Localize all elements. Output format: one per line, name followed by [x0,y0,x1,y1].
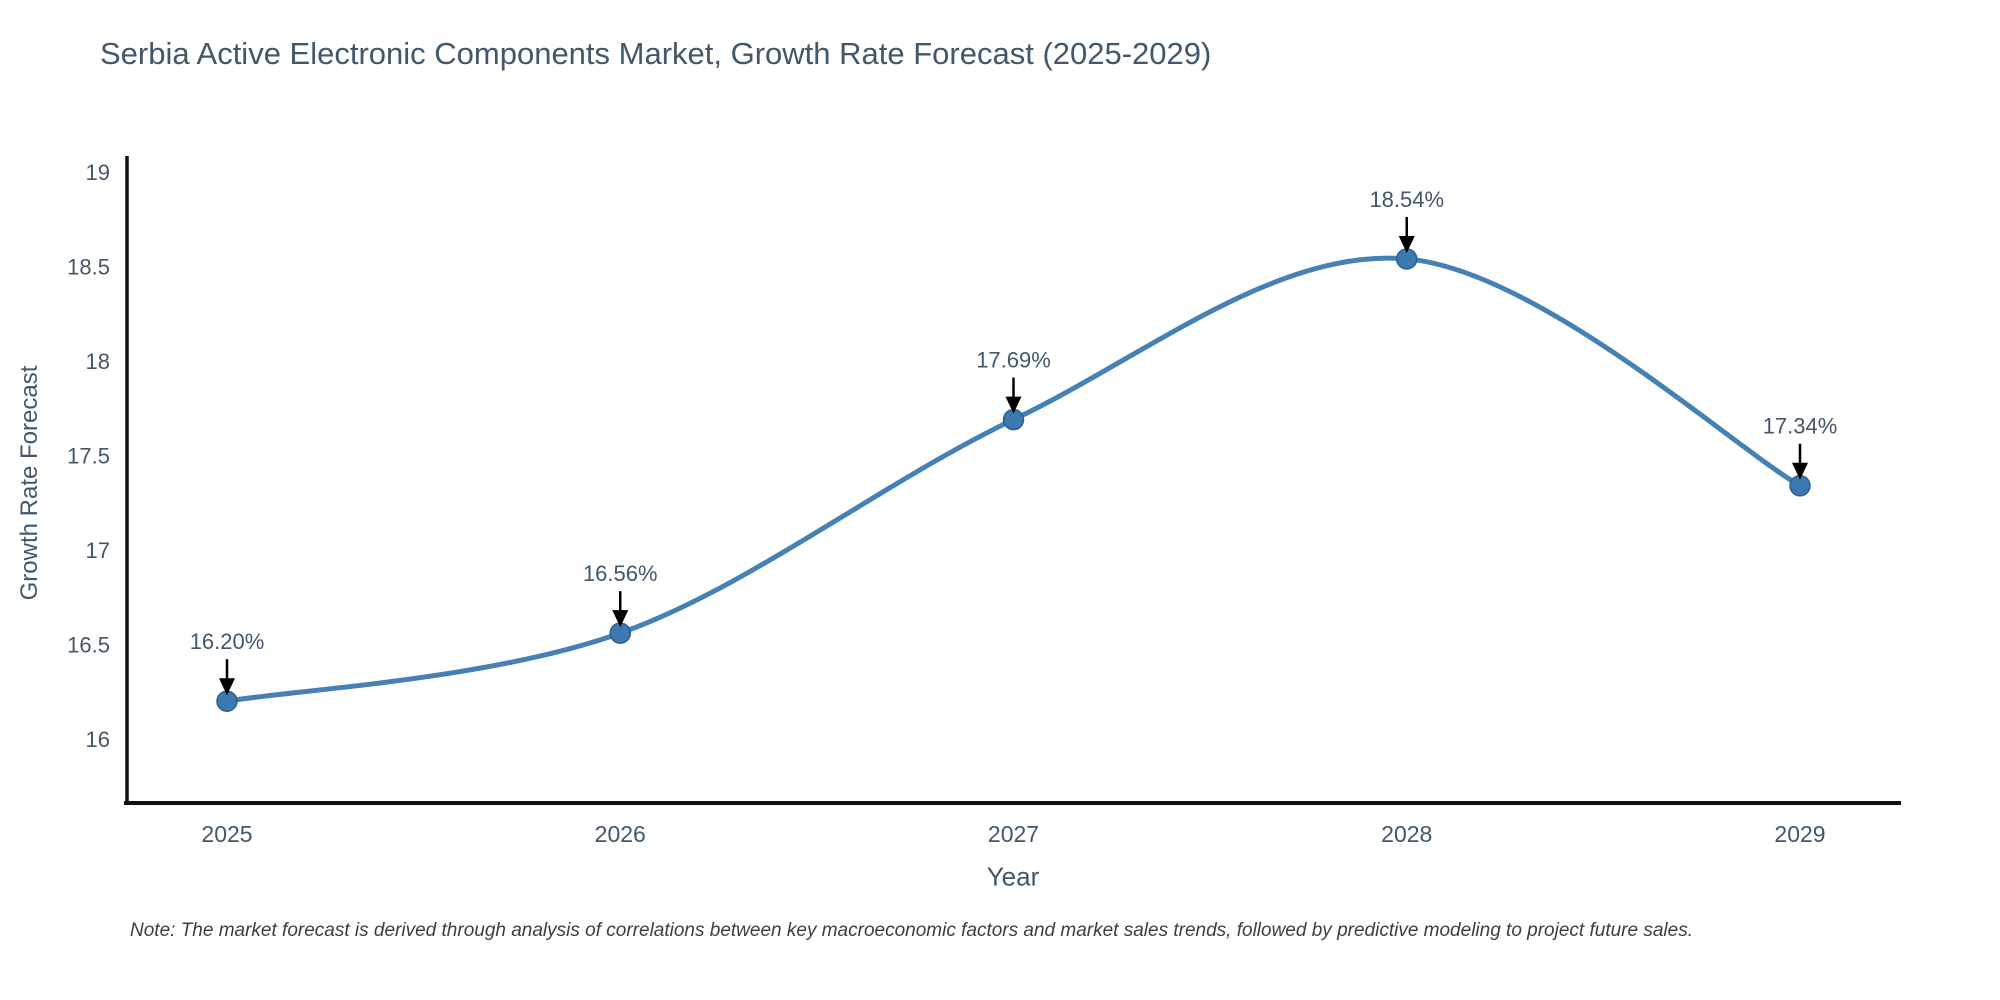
x-tick-label: 2028 [1381,821,1432,847]
point-annotation: 16.20% [190,629,265,696]
y-tick-label: 18 [86,349,110,374]
y-tick-label: 19 [86,160,110,185]
point-annotation: 17.34% [1763,414,1838,480]
point-annotation: 17.69% [976,348,1051,414]
annotation-arrowhead-icon [612,610,629,628]
y-tick-label: 16 [86,727,110,752]
footnote: Note: The market forecast is derived thr… [130,920,1693,941]
x-tick-label: 2027 [988,821,1039,847]
point-annotation-label: 17.34% [1763,414,1838,439]
y-tick-label: 17.5 [67,444,110,469]
annotation-arrowhead-icon [1398,235,1415,253]
point-annotation-label: 16.20% [190,629,265,654]
x-tick-label: 2025 [201,821,252,847]
forecast-line [224,255,1803,704]
point-annotation: 16.56% [583,561,658,628]
y-tick-label: 18.5 [67,255,110,280]
annotation-arrowhead-icon [1005,396,1022,414]
point-annotation-label: 16.56% [583,561,658,586]
y-tick-label: 17 [86,538,110,563]
point-annotation-label: 18.54% [1369,187,1444,212]
chart-title: Serbia Active Electronic Components Mark… [100,36,1212,71]
x-axis-title: Year [986,861,1040,892]
x-tick-label: 2029 [1774,821,1825,847]
y-tick-label: 16.5 [67,633,110,658]
annotation-arrowhead-icon [1792,462,1808,480]
x-tick-label: 2026 [595,821,646,847]
point-annotation-label: 17.69% [976,348,1051,373]
point-annotation: 18.54% [1369,187,1444,253]
annotation-arrowhead-icon [219,678,235,696]
